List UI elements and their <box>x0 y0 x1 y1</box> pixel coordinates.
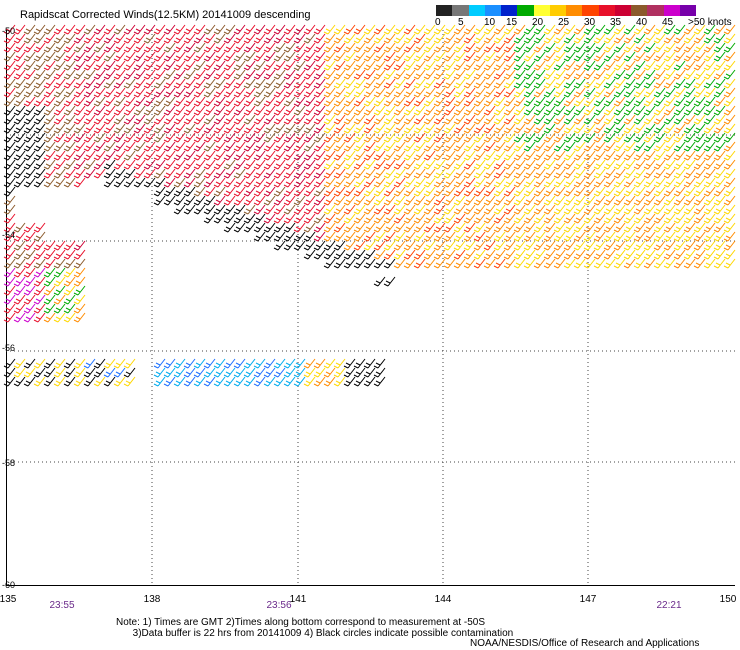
credit-line: NOAA/NESDIS/Office of Research and Appli… <box>470 638 700 649</box>
legend-swatch <box>614 5 631 16</box>
lat-label: -50 <box>2 26 16 36</box>
legend-swatch <box>517 5 534 16</box>
lon-label: 138 <box>143 594 161 605</box>
legend-label: 35 <box>610 17 622 28</box>
legend-label: >50 knots <box>688 17 732 28</box>
lon-label: 147 <box>579 594 597 605</box>
lon-label: 141 <box>289 594 307 605</box>
legend-swatch <box>501 5 518 16</box>
lon-label: 150 <box>719 594 737 605</box>
legend-color-bar <box>436 5 696 16</box>
note-line: Note: 1) Times are GMT 2)Times along bot… <box>116 617 486 628</box>
legend-swatch <box>468 5 485 16</box>
legend-label: 45 <box>662 17 674 28</box>
legend-swatch <box>647 5 664 16</box>
legend-swatch <box>598 5 615 16</box>
legend-labels: 0 5 10 15 20 25 30 35 40 45 >50 knots <box>435 16 732 28</box>
legend-label: 30 <box>584 17 596 28</box>
legend-label: 25 <box>558 17 570 28</box>
lat-label: -58 <box>2 458 16 468</box>
lon-label: 135 <box>0 594 17 605</box>
time-label: 23:55 <box>49 600 75 611</box>
legend-label: 10 <box>484 17 496 28</box>
legend-swatch <box>679 5 696 16</box>
legend-swatch <box>631 5 648 16</box>
footnotes: Note: 1) Times are GMT 2)Times along bot… <box>116 617 513 639</box>
legend-swatch <box>452 5 469 16</box>
lat-label: -54 <box>2 230 16 240</box>
legend-swatch <box>549 5 566 16</box>
legend-label: 15 <box>506 17 518 28</box>
legend-swatch <box>582 5 599 16</box>
map-title: Rapidscat Corrected Winds(12.5KM) 201410… <box>20 9 311 21</box>
legend-swatch <box>436 5 453 16</box>
lat-label: -56 <box>2 343 16 353</box>
legend-swatch <box>663 5 680 16</box>
legend-label: 5 <box>458 17 464 28</box>
time-label: 22:21 <box>656 600 682 611</box>
legend-swatch <box>484 5 501 16</box>
lat-label: -60 <box>2 580 16 590</box>
note-line: 3)Data buffer is 22 hrs from 20141009 4)… <box>116 628 514 639</box>
legend-label: 0 <box>435 17 441 28</box>
legend-label: 20 <box>532 17 544 28</box>
wind-speed-legend: 0 5 10 15 20 25 30 35 40 45 >50 knots <box>435 5 732 28</box>
lon-label: 144 <box>434 594 452 605</box>
legend-swatch <box>566 5 583 16</box>
time-label: 23:56 <box>266 600 292 611</box>
legend-swatch <box>533 5 550 16</box>
legend-label: 40 <box>636 17 648 28</box>
